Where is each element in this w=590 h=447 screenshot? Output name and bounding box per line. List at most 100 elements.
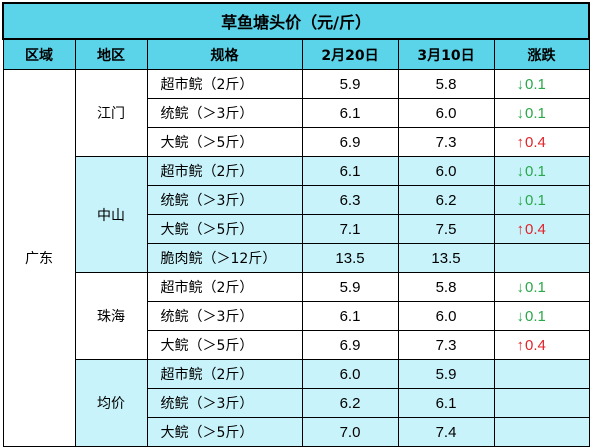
- price-feb20-cell: 6.3: [301, 185, 399, 215]
- table-row: 大鲩（＞5斤） 6.9 7.3 ↑0.4: [3, 330, 590, 360]
- change-amount: 0.1: [525, 162, 546, 180]
- price-mar10-cell: 7.5: [397, 214, 495, 244]
- price-feb20-cell: 6.1: [301, 98, 399, 128]
- price-mar10-cell: 6.0: [397, 98, 495, 128]
- region-cell: 广东: [2, 69, 76, 447]
- change-cell: ↑0.4: [493, 127, 590, 157]
- header-spec: 规格: [146, 38, 303, 70]
- table-row: 大鲩（＞5斤） 7.1 7.5 ↑0.4: [3, 214, 590, 244]
- change-cell: ↓0.1: [493, 69, 590, 99]
- area-cell: 均价: [74, 359, 148, 447]
- price-feb20-cell: 6.9: [301, 330, 399, 360]
- arrow-down-icon: ↓: [516, 75, 525, 93]
- table-row: 统鲩（＞3斤） 6.3 6.2 ↓0.1: [3, 185, 590, 215]
- price-mar10-cell: 6.2: [397, 185, 495, 215]
- price-mar10-cell: 7.3: [397, 127, 495, 157]
- header-region: 区域: [2, 38, 76, 70]
- change-amount: 0.1: [525, 191, 546, 209]
- table-row: 统鲩（＞3斤） 6.2 6.1: [3, 388, 590, 418]
- table-row: 广东 江门 超市鲩（2斤） 5.9 5.8 ↓0.1: [2, 69, 590, 447]
- spec-cell: 统鲩（＞3斤）: [146, 98, 303, 128]
- change-amount: 0.4: [525, 133, 546, 151]
- table-title: 草鱼塘头价（元/斤）: [1, 2, 590, 40]
- price-feb20-cell: 6.0: [301, 359, 399, 389]
- table-row: 统鲩（＞3斤） 6.1 6.0 ↓0.1: [3, 98, 590, 128]
- arrow-down-icon: ↓: [516, 162, 525, 180]
- arrow-down-icon: ↓: [516, 307, 525, 325]
- change-amount: 0.1: [525, 307, 546, 325]
- title-row: 草鱼塘头价（元/斤）: [1, 2, 590, 40]
- spec-cell: 超市鲩（2斤）: [146, 272, 303, 302]
- change-value: ↓0.1: [517, 192, 567, 209]
- change-cell: [493, 359, 590, 389]
- price-feb20-cell: 7.1: [301, 214, 399, 244]
- price-mar10-cell: 5.8: [397, 69, 495, 99]
- arrow-up-icon: ↑: [516, 336, 525, 354]
- change-cell: [493, 417, 590, 447]
- arrow-down-icon: ↓: [516, 191, 525, 209]
- price-mar10-cell: 7.4: [397, 417, 495, 447]
- table-row: 均价 超市鲩（2斤） 6.0 5.9: [3, 359, 590, 447]
- area-cell: 珠海: [74, 272, 148, 360]
- header-change: 涨跌: [493, 38, 590, 70]
- spec-cell: 大鲩（＞5斤）: [146, 330, 303, 360]
- table-row: 统鲩（＞3斤） 6.1 6.0 ↓0.1: [3, 301, 590, 331]
- table-row: 大鲩（＞5斤） 6.9 7.3 ↑0.4: [3, 127, 590, 157]
- header-area: 地区: [74, 38, 148, 70]
- change-cell: ↓0.1: [493, 185, 590, 215]
- change-amount: 0.1: [525, 278, 546, 296]
- change-cell: [493, 243, 590, 273]
- change-cell: ↓0.1: [493, 98, 590, 128]
- price-mar10-cell: 7.3: [397, 330, 495, 360]
- change-value: ↑0.4: [517, 221, 567, 238]
- price-feb20-cell: 6.1: [301, 156, 399, 186]
- price-mar10-cell: 6.1: [397, 388, 495, 418]
- change-value: ↑0.4: [517, 134, 567, 151]
- price-feb20-cell: 6.1: [301, 301, 399, 331]
- spec-cell: 大鲩（＞5斤）: [146, 214, 303, 244]
- header-row: 区域 地区 规格 2月20日 3月10日 涨跌: [2, 38, 590, 70]
- change-amount: 0.1: [525, 75, 546, 93]
- price-feb20-cell: 6.2: [301, 388, 399, 418]
- table-row: 珠海 超市鲩（2斤） 5.9 5.8 ↓0.1: [3, 272, 590, 360]
- arrow-down-icon: ↓: [516, 104, 525, 122]
- arrow-up-icon: ↑: [516, 133, 525, 151]
- arrow-down-icon: ↓: [516, 278, 525, 296]
- price-mar10-cell: 6.0: [397, 156, 495, 186]
- spec-cell: 超市鲩（2斤）: [146, 69, 303, 99]
- change-cell: [493, 388, 590, 418]
- table-row: 中山 超市鲩（2斤） 6.1 6.0 ↓0.1: [3, 156, 590, 273]
- price-feb20-cell: 6.9: [301, 127, 399, 157]
- change-cell: ↓0.1: [493, 156, 590, 186]
- price-feb20-cell: 13.5: [301, 243, 399, 273]
- area-cell: 中山: [74, 156, 148, 273]
- spec-cell: 大鲩（＞5斤）: [146, 127, 303, 157]
- change-value: ↓0.1: [517, 279, 567, 296]
- change-value: ↓0.1: [517, 163, 567, 180]
- price-mar10-cell: 5.9: [397, 359, 495, 389]
- change-value: ↓0.1: [517, 105, 567, 122]
- spec-cell: 统鲩（＞3斤）: [146, 388, 303, 418]
- price-feb20-cell: 5.9: [301, 69, 399, 99]
- change-cell: ↓0.1: [493, 301, 590, 331]
- spec-cell: 超市鲩（2斤）: [146, 359, 303, 389]
- header-date-feb20: 2月20日: [301, 38, 399, 70]
- spec-cell: 大鲩（＞5斤）: [146, 417, 303, 447]
- change-amount: 0.1: [525, 104, 546, 122]
- change-amount: 0.4: [525, 336, 546, 354]
- arrow-up-icon: ↑: [516, 220, 525, 238]
- spec-cell: 超市鲩（2斤）: [146, 156, 303, 186]
- area-cell: 江门: [74, 69, 148, 157]
- header-date-mar10: 3月10日: [397, 38, 495, 70]
- price-mar10-cell: 13.5: [397, 243, 495, 273]
- price-mar10-cell: 5.8: [397, 272, 495, 302]
- change-cell: ↓0.1: [493, 272, 590, 302]
- price-feb20-cell: 7.0: [301, 417, 399, 447]
- change-value: ↑0.4: [517, 337, 567, 354]
- change-value: ↓0.1: [517, 308, 567, 325]
- change-value: ↓0.1: [517, 76, 567, 93]
- change-amount: 0.4: [525, 220, 546, 238]
- spec-cell: 统鲩（＞3斤）: [146, 301, 303, 331]
